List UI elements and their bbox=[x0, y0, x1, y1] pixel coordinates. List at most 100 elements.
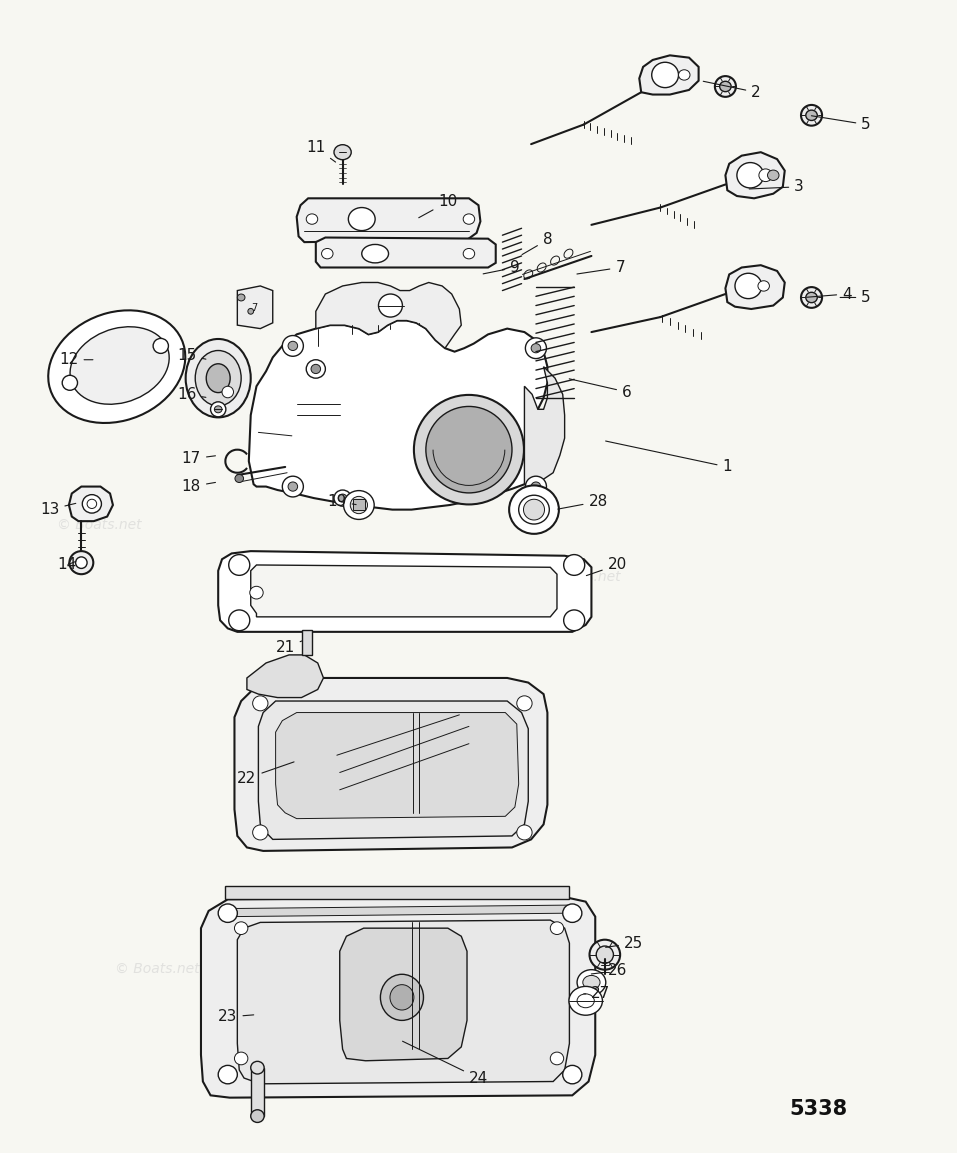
Text: 20: 20 bbox=[587, 557, 627, 575]
Ellipse shape bbox=[390, 985, 413, 1010]
Text: 5: 5 bbox=[812, 115, 871, 133]
Ellipse shape bbox=[720, 81, 731, 91]
Ellipse shape bbox=[229, 555, 250, 575]
Ellipse shape bbox=[568, 987, 603, 1016]
Ellipse shape bbox=[282, 336, 303, 356]
Ellipse shape bbox=[378, 294, 402, 317]
Ellipse shape bbox=[413, 394, 524, 505]
Ellipse shape bbox=[82, 495, 101, 513]
Text: © Boats.net: © Boats.net bbox=[536, 570, 620, 583]
Text: 2: 2 bbox=[703, 81, 761, 100]
Ellipse shape bbox=[334, 145, 351, 160]
Bar bbox=[302, 630, 312, 655]
Text: 10: 10 bbox=[419, 194, 457, 218]
Polygon shape bbox=[237, 286, 273, 329]
Ellipse shape bbox=[234, 922, 248, 934]
Polygon shape bbox=[247, 655, 323, 698]
Ellipse shape bbox=[251, 1061, 264, 1075]
Ellipse shape bbox=[525, 338, 546, 359]
Ellipse shape bbox=[679, 69, 690, 81]
Polygon shape bbox=[251, 565, 557, 617]
Text: 14: 14 bbox=[57, 557, 77, 573]
Polygon shape bbox=[225, 886, 569, 899]
Ellipse shape bbox=[801, 287, 822, 308]
Text: 8: 8 bbox=[523, 232, 552, 255]
Text: 28: 28 bbox=[558, 493, 608, 510]
Ellipse shape bbox=[48, 310, 186, 423]
Text: 17: 17 bbox=[182, 451, 215, 467]
Ellipse shape bbox=[362, 244, 389, 263]
Polygon shape bbox=[340, 928, 467, 1061]
Ellipse shape bbox=[519, 495, 549, 523]
Text: 1: 1 bbox=[606, 442, 732, 475]
Ellipse shape bbox=[87, 499, 97, 508]
Polygon shape bbox=[639, 55, 699, 95]
Text: 18: 18 bbox=[182, 478, 215, 495]
Bar bbox=[353, 499, 365, 510]
Polygon shape bbox=[201, 897, 595, 1098]
Ellipse shape bbox=[531, 482, 541, 491]
Ellipse shape bbox=[590, 940, 620, 970]
Ellipse shape bbox=[463, 249, 475, 259]
Text: 7: 7 bbox=[577, 259, 625, 276]
Ellipse shape bbox=[577, 970, 606, 995]
Ellipse shape bbox=[339, 495, 346, 503]
Text: 7: 7 bbox=[252, 303, 257, 312]
Ellipse shape bbox=[311, 364, 321, 374]
Ellipse shape bbox=[550, 922, 564, 934]
Polygon shape bbox=[258, 701, 528, 839]
Ellipse shape bbox=[381, 974, 423, 1020]
Ellipse shape bbox=[768, 171, 779, 180]
Ellipse shape bbox=[759, 168, 772, 181]
Text: © Boats.net: © Boats.net bbox=[115, 962, 199, 975]
Ellipse shape bbox=[218, 904, 237, 922]
Text: 19: 19 bbox=[327, 493, 356, 510]
Ellipse shape bbox=[715, 76, 736, 97]
Ellipse shape bbox=[153, 339, 168, 354]
Ellipse shape bbox=[463, 214, 475, 224]
Text: 27: 27 bbox=[584, 986, 611, 1002]
Text: © Boats.net: © Boats.net bbox=[421, 431, 505, 445]
Ellipse shape bbox=[652, 62, 679, 88]
Text: 22: 22 bbox=[237, 762, 294, 786]
Ellipse shape bbox=[322, 249, 333, 259]
Text: 24: 24 bbox=[403, 1041, 488, 1086]
Ellipse shape bbox=[229, 610, 250, 631]
Text: © Boats.net: © Boats.net bbox=[517, 950, 601, 964]
Polygon shape bbox=[316, 282, 461, 348]
Ellipse shape bbox=[517, 826, 532, 839]
Ellipse shape bbox=[69, 551, 94, 574]
Ellipse shape bbox=[253, 695, 268, 710]
Ellipse shape bbox=[237, 294, 245, 301]
Ellipse shape bbox=[563, 904, 582, 922]
Ellipse shape bbox=[334, 490, 351, 506]
Text: 5338: 5338 bbox=[790, 1099, 847, 1120]
Ellipse shape bbox=[564, 610, 585, 631]
Ellipse shape bbox=[62, 375, 78, 390]
Ellipse shape bbox=[288, 341, 298, 351]
Ellipse shape bbox=[525, 476, 546, 497]
Polygon shape bbox=[237, 920, 569, 1084]
Ellipse shape bbox=[344, 490, 374, 519]
Polygon shape bbox=[249, 321, 553, 510]
Bar bbox=[251, 1068, 264, 1116]
Ellipse shape bbox=[250, 587, 263, 600]
Text: 13: 13 bbox=[40, 502, 76, 518]
Ellipse shape bbox=[282, 476, 303, 497]
Text: 6: 6 bbox=[569, 379, 632, 400]
Ellipse shape bbox=[531, 344, 541, 353]
Text: 4: 4 bbox=[807, 286, 852, 302]
Polygon shape bbox=[725, 152, 785, 198]
Ellipse shape bbox=[509, 485, 559, 534]
Ellipse shape bbox=[70, 326, 169, 405]
Polygon shape bbox=[297, 198, 480, 242]
Ellipse shape bbox=[806, 111, 817, 120]
Ellipse shape bbox=[737, 163, 764, 188]
Text: 15: 15 bbox=[177, 347, 206, 363]
Ellipse shape bbox=[426, 406, 512, 493]
Text: 21: 21 bbox=[276, 640, 301, 656]
Ellipse shape bbox=[186, 339, 251, 417]
Ellipse shape bbox=[251, 1109, 264, 1123]
Ellipse shape bbox=[550, 1052, 564, 1065]
Polygon shape bbox=[316, 238, 496, 267]
